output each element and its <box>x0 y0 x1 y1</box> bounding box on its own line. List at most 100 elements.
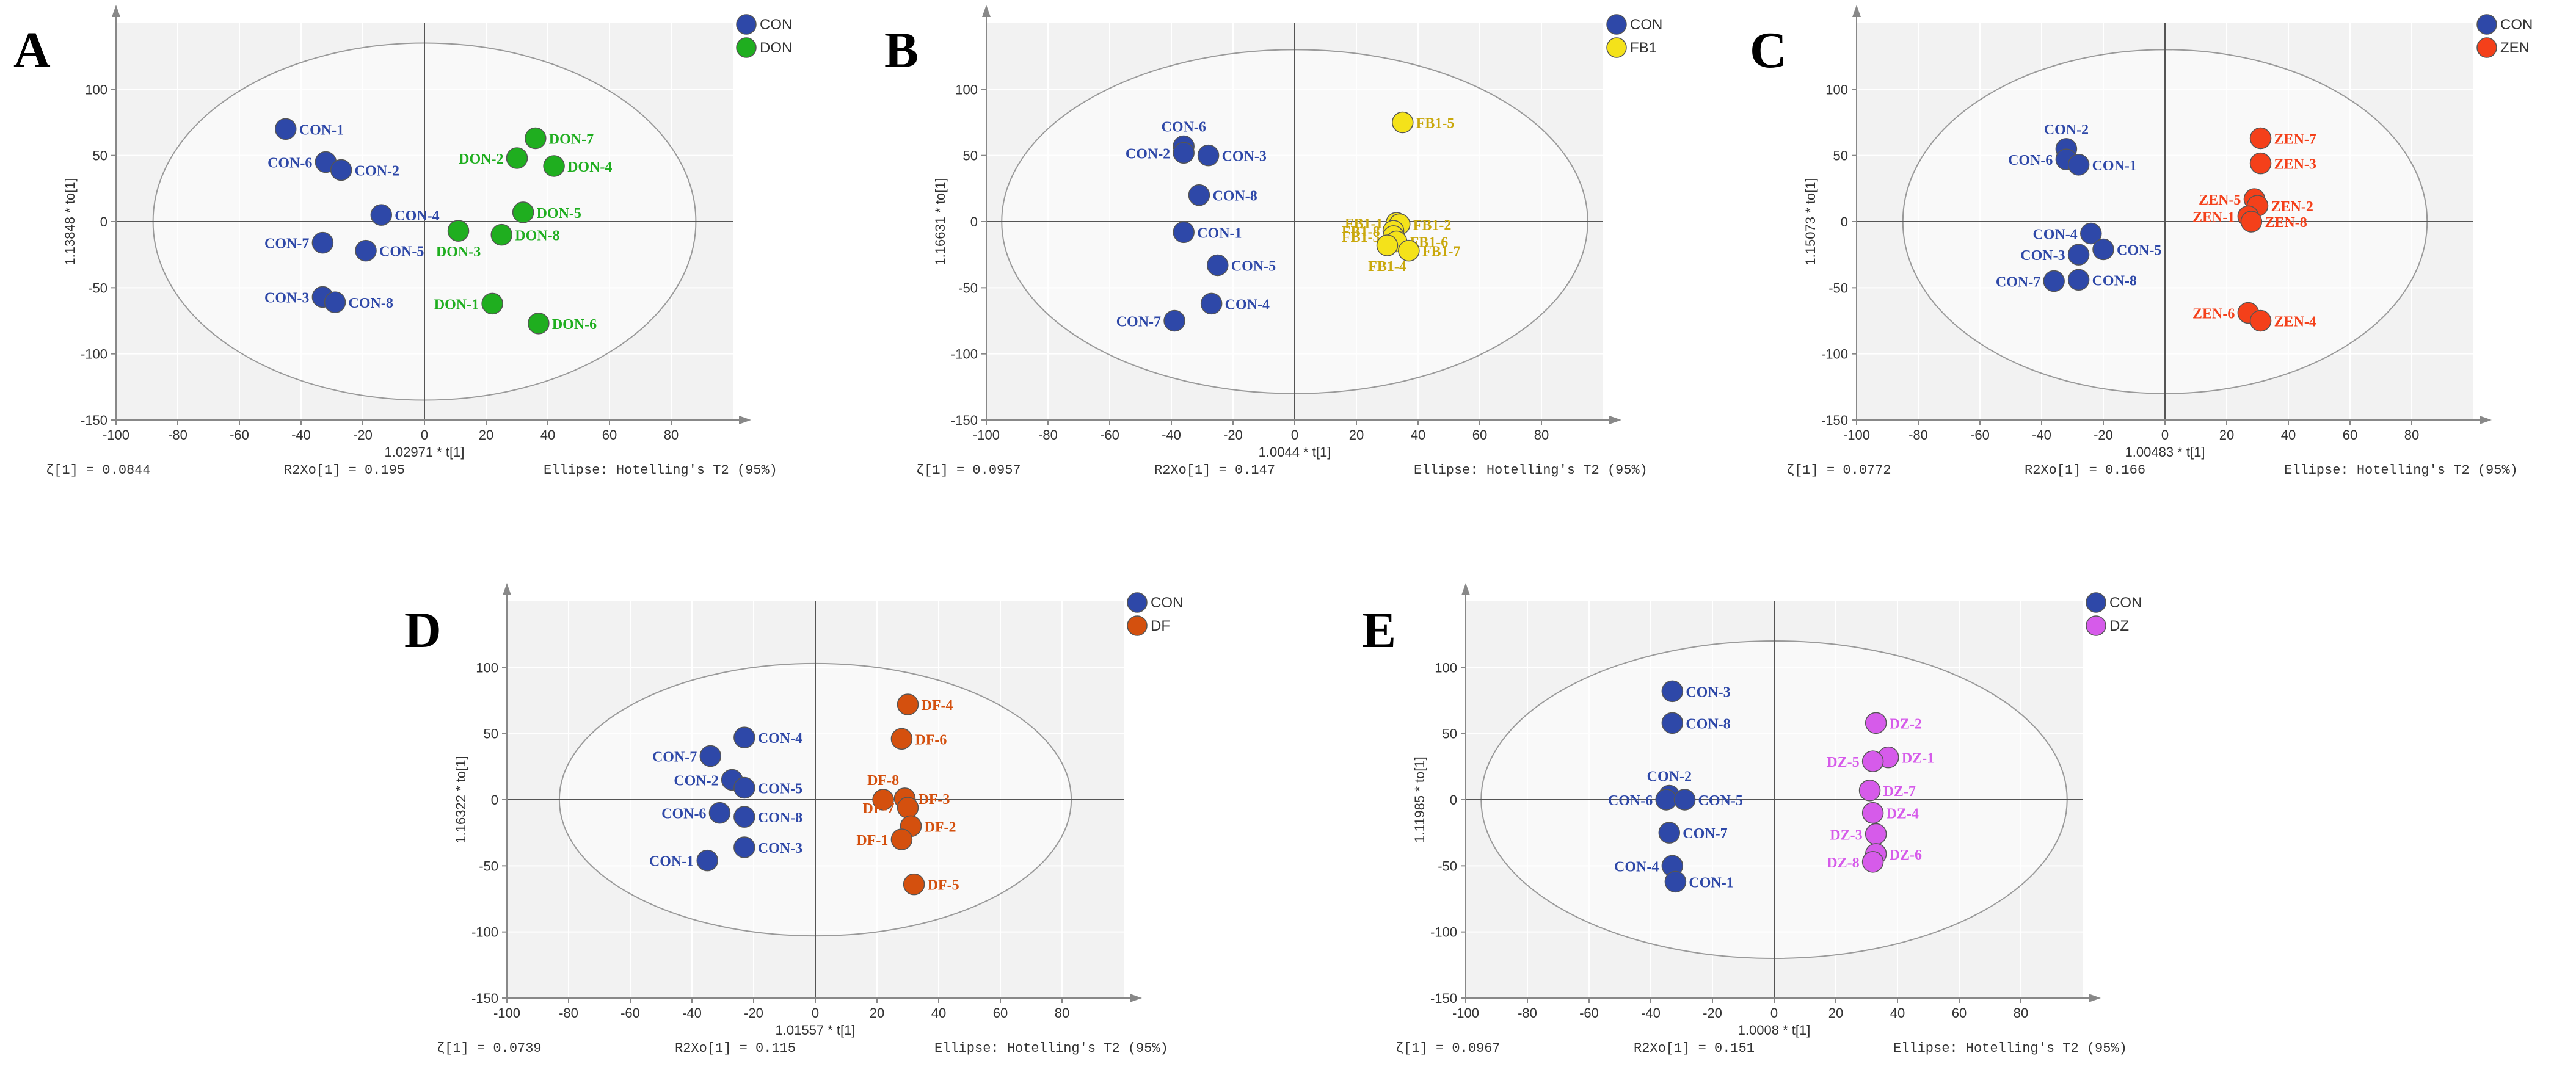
point-label-zen-4: ZEN-4 <box>2274 314 2316 330</box>
point-label-fb1-3: FB1-3 <box>1342 230 1380 245</box>
point-don-3 <box>447 220 470 242</box>
point-label-con-2: CON-2 <box>674 773 718 789</box>
point-label-don-1: DON-1 <box>434 297 479 313</box>
point-label-dz-6: DZ-6 <box>1890 847 1922 863</box>
legend-marker-fb1 <box>1606 37 1627 58</box>
point-don-7 <box>525 127 547 150</box>
point-label-con-2: CON-2 <box>2044 122 2089 138</box>
point-con-7 <box>1163 309 1185 332</box>
x-tick-label: 20 <box>1349 427 1364 443</box>
point-con-8 <box>324 291 346 313</box>
point-label-con-4: CON-4 <box>1225 297 1270 313</box>
point-con-5 <box>355 239 377 262</box>
x-tick-label: -80 <box>1908 427 1928 443</box>
ellipse-stat: Ellipse: Hotelling's T2 (95%) <box>544 463 777 478</box>
x-tick-label: -20 <box>1223 427 1243 443</box>
y-tick-label: -50 <box>1828 280 1848 295</box>
point-don-2 <box>506 147 528 169</box>
series-zen: ZEN-7 ZEN-3 ZEN-5 ZEN-2 ZEN-1 ZEN-8 ZEN-6 ZEN-4 <box>2192 127 2316 332</box>
legend-marker-con <box>1606 14 1627 35</box>
point-label-con-7: CON-7 <box>652 750 697 766</box>
series-don: DON-7 DON-2 DON-4 DON-5 DON-3 DON-8 DON-1 DON-6 <box>434 127 612 335</box>
series-con: CON-6 CON-2 CON-3 CON-8 CON-1 CON-5 CON-4 CON-7 <box>1116 120 1276 332</box>
point-con-6 <box>708 802 731 824</box>
point-label-con-8: CON-8 <box>2092 273 2137 289</box>
point-con-3 <box>733 836 755 858</box>
ellipse-stat: Ellipse: Hotelling's T2 (95%) <box>2284 463 2518 478</box>
x-axis-arrow <box>1609 416 1621 424</box>
legend-marker-con <box>2086 592 2106 613</box>
point-label-con-1: CON-1 <box>2092 158 2137 174</box>
legend-marker-dz <box>2086 615 2106 636</box>
point-label-con-8: CON-8 <box>1212 189 1257 205</box>
point-fb1-7 <box>1398 239 1420 262</box>
legend-marker-con <box>736 14 757 35</box>
point-dz-3 <box>1865 823 1887 845</box>
panel-e: -100 -80 -60 -40 -20 0 20 40 60 80-150-100-500501… <box>1362 583 2142 1056</box>
y-tick-label: 100 <box>85 82 107 97</box>
x-tick-label: 0 <box>1291 427 1298 443</box>
y-tick-label: -150 <box>1430 991 1457 1006</box>
point-label-con-4: CON-4 <box>395 208 439 224</box>
x-tick-label: -20 <box>2094 427 2113 443</box>
point-con-3 <box>2067 244 2090 266</box>
point-df-8 <box>872 789 894 811</box>
point-label-zen-2: ZEN-2 <box>2271 199 2313 215</box>
y-tick-label: 100 <box>476 660 498 675</box>
point-con-6 <box>1655 789 1677 811</box>
point-con-8 <box>1661 712 1684 734</box>
point-label-con-1: CON-1 <box>1197 225 1242 241</box>
point-label-con-8: CON-8 <box>349 295 393 311</box>
ellipse-stat: Ellipse: Hotelling's T2 (95%) <box>934 1041 1168 1056</box>
x-tick-label: 0 <box>812 1005 819 1021</box>
point-label-fb1-8: FB1-8 <box>1342 224 1380 240</box>
point-label-dz-3: DZ-3 <box>1830 827 1862 843</box>
point-con-7 <box>311 231 334 254</box>
y-tick-label: 0 <box>1450 792 1457 808</box>
x-tick-label: 80 <box>664 427 679 443</box>
point-label-fb1-5: FB1-5 <box>1416 116 1455 132</box>
y-tick-label: 50 <box>1443 726 1457 742</box>
point-label-con-3: CON-3 <box>2020 248 2065 264</box>
point-label-dz-2: DZ-2 <box>1890 716 1922 732</box>
point-con-1 <box>1664 870 1687 893</box>
point-label-con-1: CON-1 <box>299 122 344 138</box>
x-tick-label: -100 <box>973 427 1000 443</box>
point-don-6 <box>528 313 550 335</box>
point-dz-8 <box>1861 851 1884 873</box>
x-tick-label: 20 <box>2219 427 2234 443</box>
point-label-don-8: DON-8 <box>515 228 559 244</box>
y-axis-arrow <box>982 5 991 17</box>
x-tick-label: -20 <box>744 1005 763 1021</box>
point-label-don-3: DON-3 <box>436 244 481 260</box>
point-df-4 <box>897 693 919 715</box>
legend-marker-don <box>736 37 757 58</box>
point-label-con-6: CON-6 <box>661 806 706 822</box>
y-tick-label: 0 <box>491 792 498 808</box>
x-tick-label: 80 <box>1534 427 1549 443</box>
point-label-df-4: DF-4 <box>922 698 953 714</box>
series-con: CON-2 CON-6 CON-1 CON-4 CON-5 CON-3 CON-7 CON-8 <box>1996 122 2161 292</box>
y-tick-label: -100 <box>81 347 107 362</box>
series-con: CON-4 CON-7 CON-2 CON-5 CON-6 CON-8 CON-3 CON-1 <box>649 726 802 872</box>
y-axis-title: 1.11985 * to[1] <box>1412 756 1427 843</box>
q-stat: ζ[1] = 0.0844 <box>46 463 151 478</box>
point-label-con-4: CON-4 <box>1614 859 1659 875</box>
point-label-zen-7: ZEN-7 <box>2274 132 2316 148</box>
y-axis-arrow <box>112 5 120 17</box>
x-tick-label: 80 <box>2404 427 2419 443</box>
point-don-8 <box>490 223 512 246</box>
point-label-zen-3: ZEN-3 <box>2274 157 2316 173</box>
r2xo-stat: R2Xo[1] = 0.195 <box>284 463 405 478</box>
legend: CON DF <box>1127 592 1183 636</box>
legend-marker-con <box>2476 14 2497 35</box>
y-axis-arrow <box>1461 583 1470 595</box>
x-tick-label: -80 <box>1038 427 1058 443</box>
y-axis-title: 1.13848 * to[1] <box>62 178 78 265</box>
point-df-1 <box>890 828 913 850</box>
point-label-con-2: CON-2 <box>1126 146 1170 162</box>
x-tick-label: -60 <box>1579 1005 1599 1021</box>
point-con-8 <box>733 806 755 828</box>
legend-label-df: DF <box>1151 618 1170 634</box>
y-tick-label: -50 <box>479 858 498 874</box>
